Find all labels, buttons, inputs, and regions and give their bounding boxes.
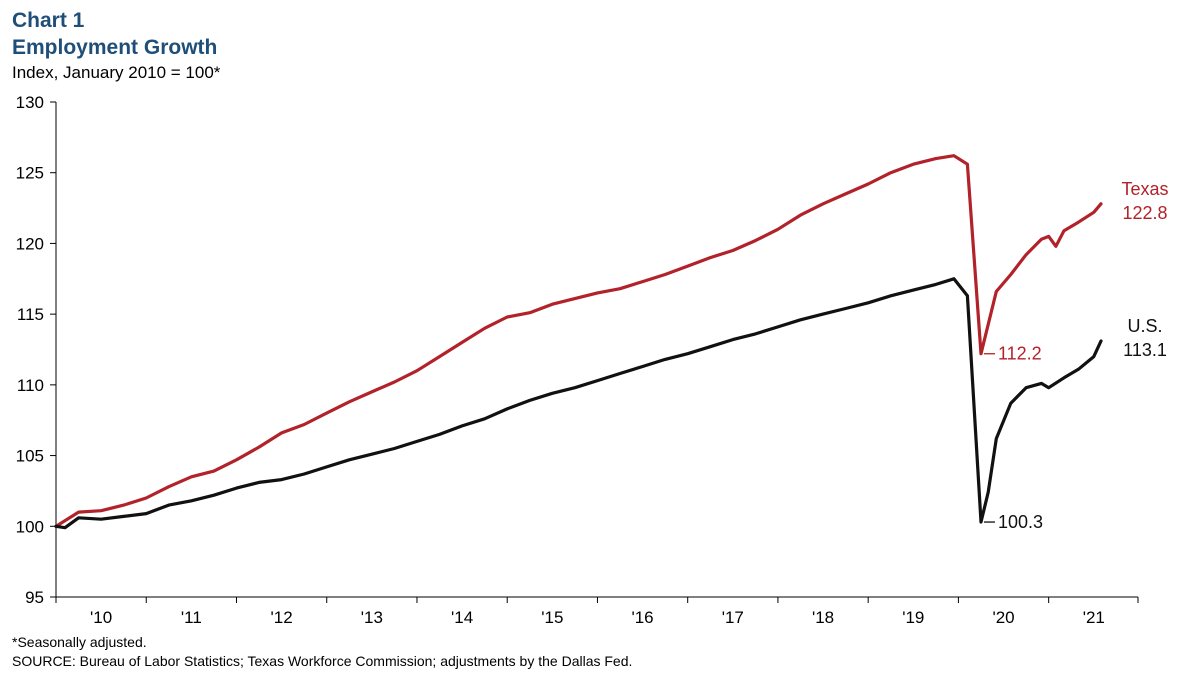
x-tick-label: '12: [271, 608, 293, 627]
x-tick-label: '16: [631, 608, 653, 627]
series-name-u-s: U.S.: [1127, 316, 1162, 336]
trough-label: 100.3: [998, 512, 1043, 532]
axes: 95 100 105 110 115 120 125 130 '10 '11 '12 '13 '14 '1…: [16, 93, 1139, 627]
y-tick-label: 105: [16, 447, 44, 466]
footnote: *Seasonally adjusted.: [12, 634, 147, 650]
series-line-texas: [54, 154, 1103, 528]
chart-number: Chart 1: [12, 9, 85, 32]
series-lines: [54, 154, 1103, 530]
series-end-value-u-s: 113.1: [1123, 340, 1167, 360]
source-note: SOURCE: Bureau of Labor Statistics; Texa…: [12, 653, 633, 669]
y-tick-label: 120: [16, 234, 44, 253]
x-tick-label: '14: [451, 608, 473, 627]
x-tick-label: '10: [90, 608, 112, 627]
x-tick-label: '11: [181, 608, 202, 627]
y-tick-label: 100: [16, 517, 44, 536]
x-tick-label: '15: [541, 608, 563, 627]
x-tick-label: '21: [1083, 608, 1105, 627]
chart-title: Employment Growth: [12, 36, 218, 59]
x-tick-label: '13: [361, 608, 383, 627]
x-tick-label: '19: [902, 608, 924, 627]
series-name-texas: Texas: [1121, 179, 1168, 199]
series-end-value-texas: 122.8: [1122, 203, 1167, 223]
x-tick-label: '20: [992, 608, 1014, 627]
y-tick-label: 110: [17, 376, 44, 395]
trough-label: 112.2: [998, 344, 1042, 364]
chart-subtitle: Index, January 2010 = 100*: [12, 63, 221, 82]
x-tick-label: '18: [812, 608, 834, 627]
series-labels: Texas 122.8 U.S. 113.1 112.2 100.3: [983, 179, 1169, 532]
series-line-u-s: [54, 277, 1103, 530]
y-tick-label: 115: [17, 305, 44, 324]
y-tick-label: 125: [16, 164, 44, 183]
y-tick-label: 95: [25, 588, 44, 607]
x-tick-label: '17: [722, 608, 744, 627]
y-tick-label: 130: [16, 93, 44, 112]
